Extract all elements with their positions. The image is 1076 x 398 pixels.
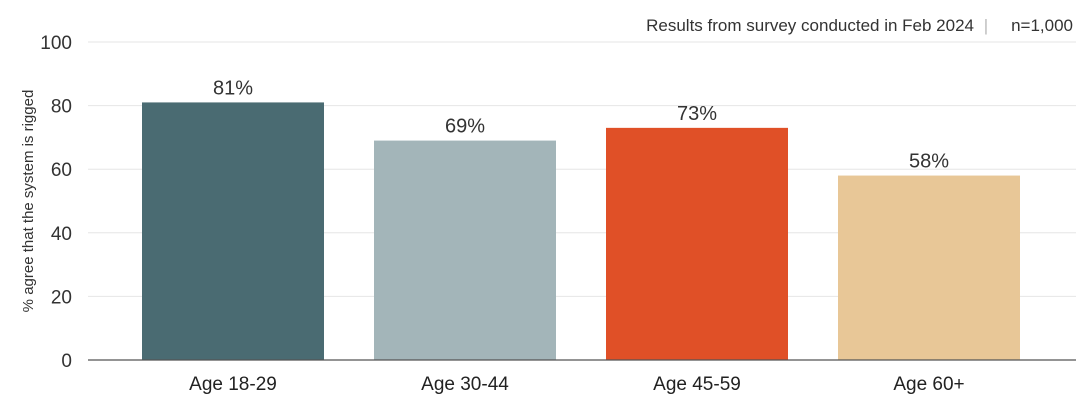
y-tick-label: 100 [40, 33, 72, 54]
note-separator: | [984, 16, 988, 35]
x-axis-ticks: Age 18-29 Age 30-44 Age 45-59 Age 60+ [189, 374, 965, 395]
y-tick-label: 80 [51, 97, 72, 118]
survey-note: Results from survey conducted in Feb 202… [646, 16, 974, 35]
bar [838, 175, 1020, 360]
data-label: 73% [677, 103, 717, 125]
x-tick-label: Age 45-59 [653, 374, 741, 395]
y-tick-label: 0 [61, 351, 72, 372]
bar [374, 140, 556, 360]
y-axis-label: % agree that the system is rigged [20, 90, 37, 313]
y-axis-ticks: 0 20 40 60 80 100 [40, 33, 72, 372]
data-label: 81% [213, 77, 253, 99]
y-tick-label: 20 [51, 287, 72, 308]
sample-size: n=1,000 [1011, 16, 1073, 35]
y-tick-label: 40 [51, 224, 72, 245]
bar [142, 102, 324, 361]
x-tick-label: Age 18-29 [189, 374, 277, 395]
bars [142, 102, 1020, 361]
bar [606, 127, 788, 360]
data-label: 69% [445, 116, 485, 138]
data-label: 58% [909, 151, 949, 173]
y-tick-label: 60 [51, 160, 72, 181]
x-tick-label: Age 60+ [893, 374, 964, 395]
data-labels: 81% 69% 73% 58% [213, 77, 949, 172]
x-tick-label: Age 30-44 [421, 374, 509, 395]
